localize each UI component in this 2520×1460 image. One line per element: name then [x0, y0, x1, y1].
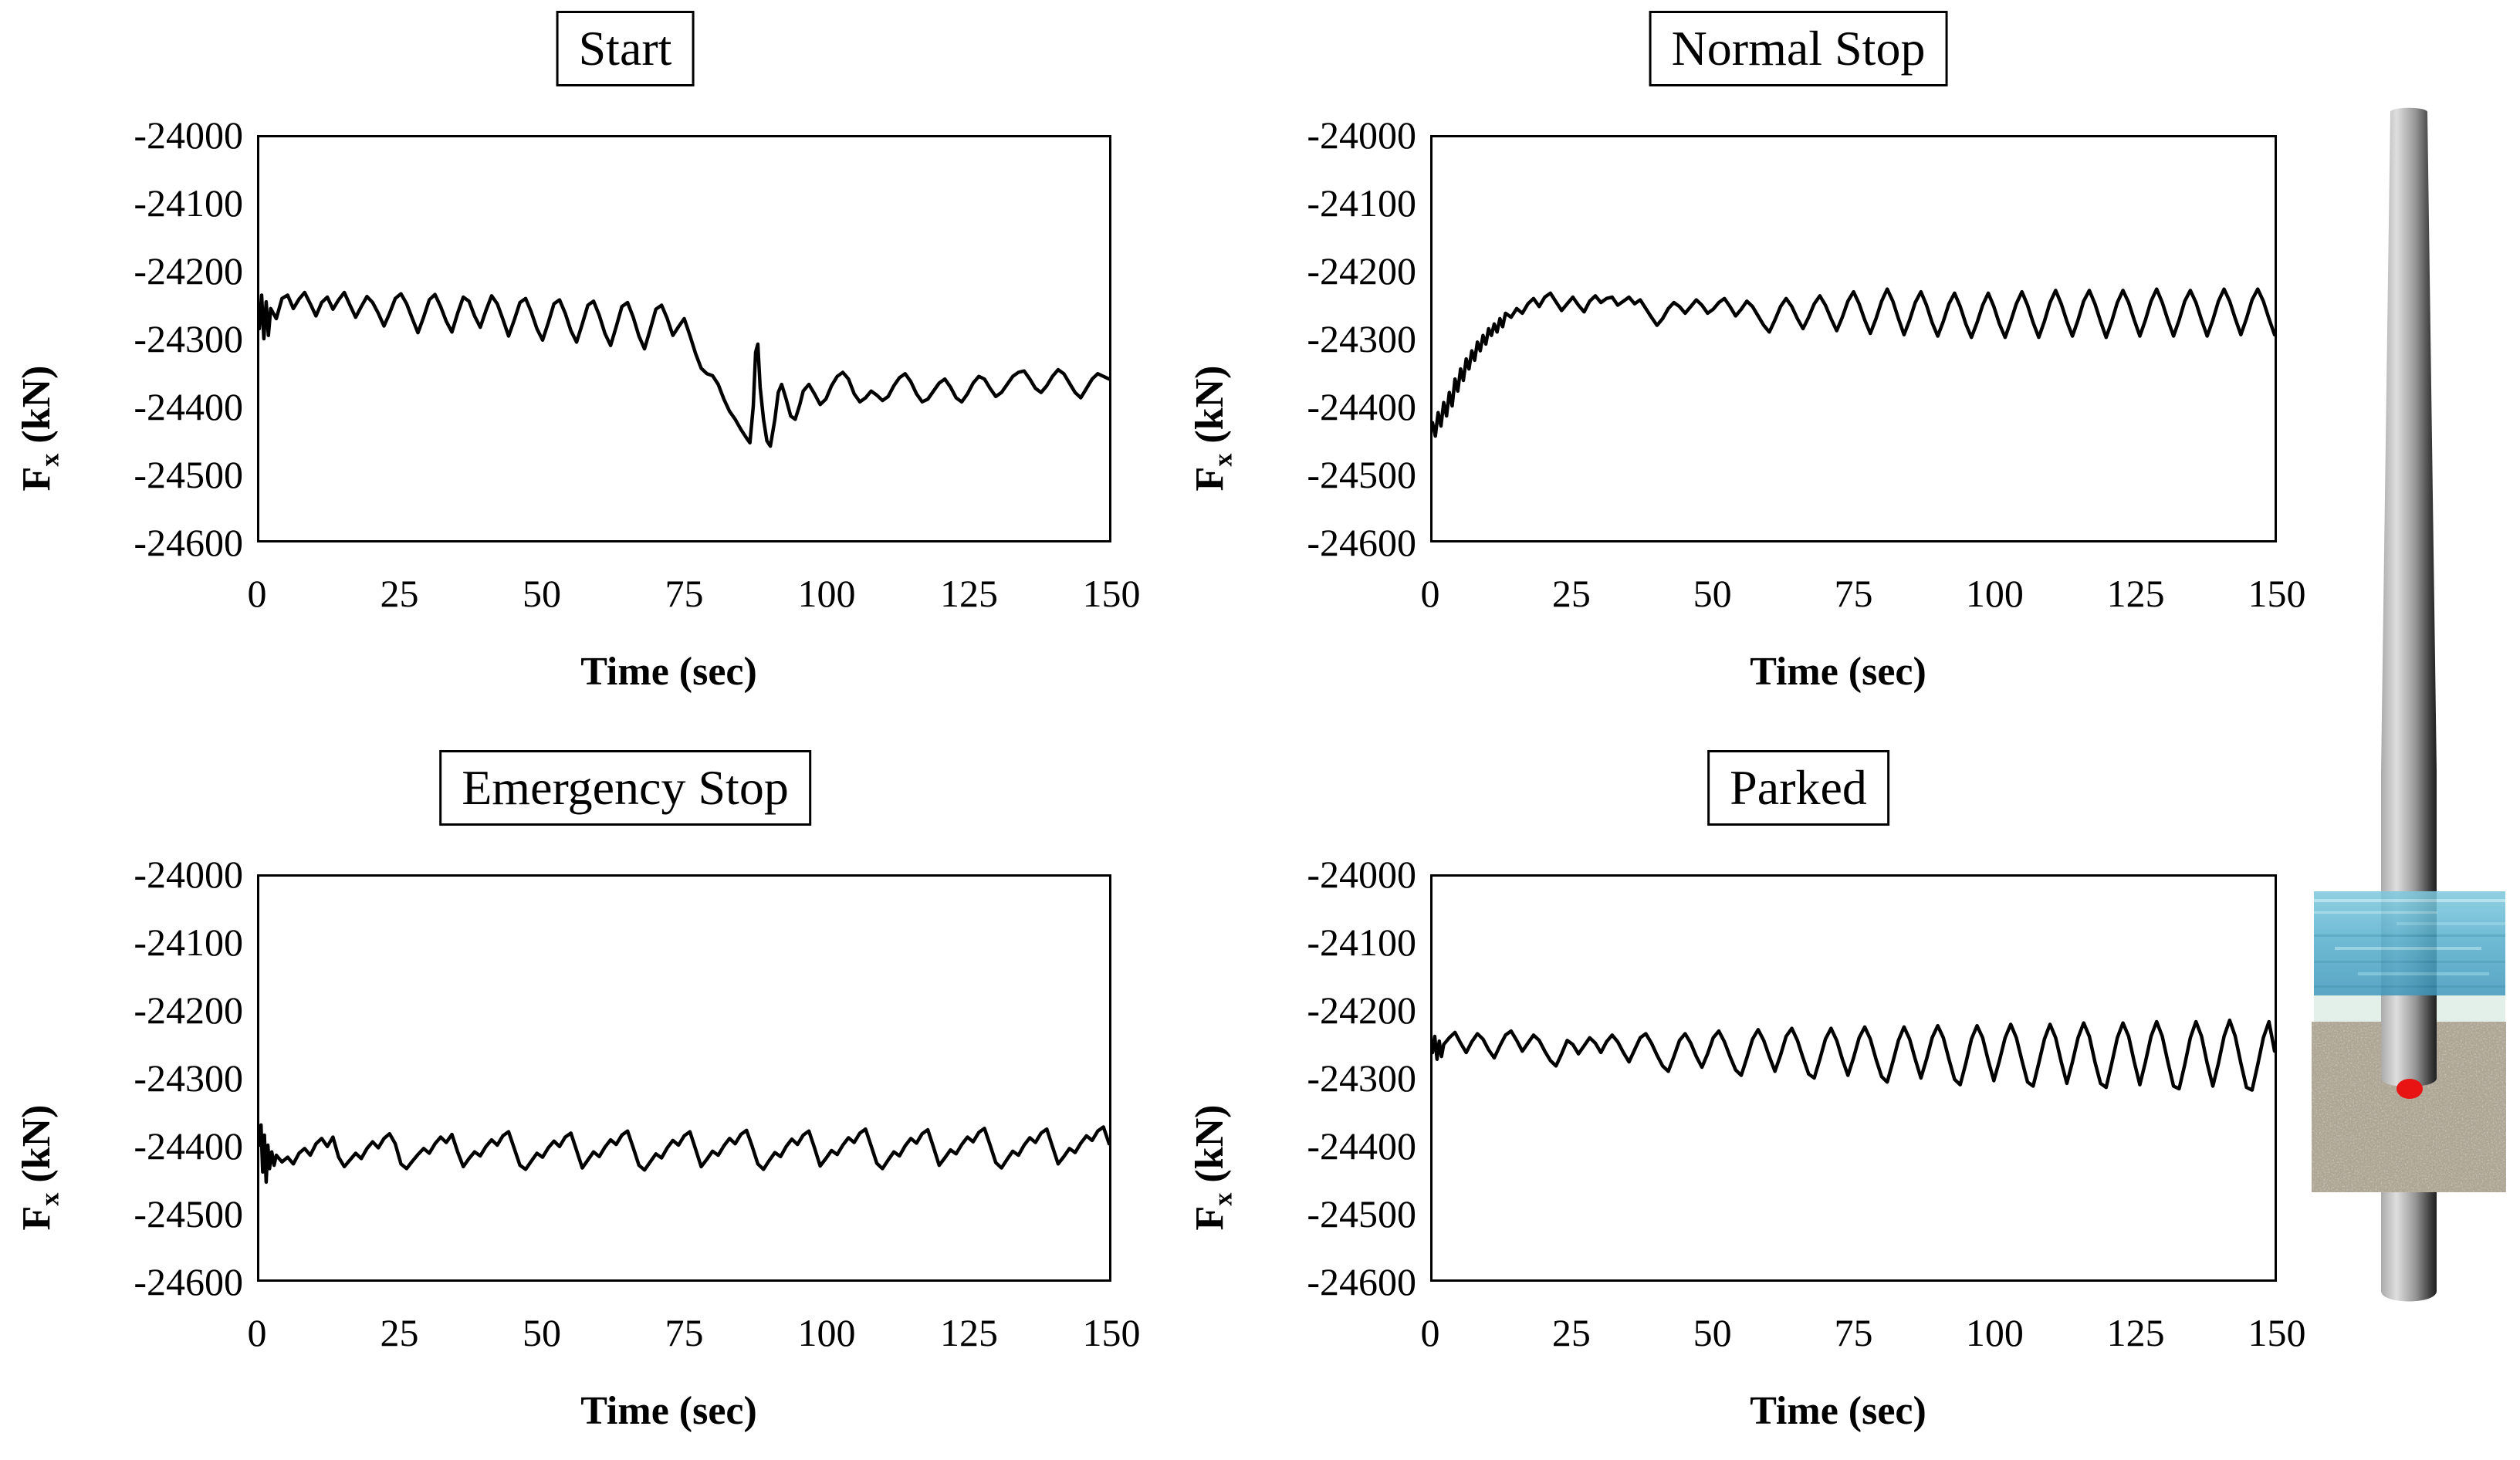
fx-curve: [259, 290, 1109, 448]
x-tick-label: 0: [247, 572, 267, 615]
chart-title: Start: [578, 21, 672, 76]
fx-curve-svg: [259, 290, 1109, 448]
y-tick-label: -24200: [1307, 249, 1416, 292]
x-tick-label: 75: [1834, 572, 1873, 615]
x-tick-label: 0: [1420, 1311, 1440, 1354]
y-tick-label: -24300: [134, 1056, 243, 1100]
y-tick-label: -24300: [1307, 317, 1416, 360]
chart-title: Parked: [1730, 760, 1867, 815]
x-tick-label: 50: [1693, 1311, 1732, 1354]
x-tick-label: 125: [2106, 1311, 2165, 1354]
monopile-illustration: [2288, 73, 2520, 1393]
chart-title-box: Emergency Stop: [439, 750, 811, 826]
pile-below-soil: [2381, 1192, 2437, 1302]
x-tick-label: 100: [1965, 1311, 2024, 1354]
x-tick-label: 0: [1420, 572, 1440, 615]
x-tick-label: 125: [940, 572, 998, 615]
x-tick-label: 50: [523, 1311, 561, 1354]
fx-curve-svg: [259, 1123, 1109, 1185]
x-tick-label: 125: [940, 1311, 998, 1354]
y-tick-label: -24600: [134, 521, 243, 564]
y-tick-label: -24100: [134, 921, 243, 964]
y-tick-label: -24500: [1307, 453, 1416, 496]
y-axis-title: Fx (kN): [15, 1104, 65, 1231]
chart-title: Emergency Stop: [462, 760, 789, 815]
fx-curve: [259, 1123, 1109, 1185]
x-axis-title: Time (sec): [580, 650, 757, 694]
y-tick-label: -24300: [134, 317, 243, 360]
y-tick-label: -24200: [1307, 989, 1416, 1032]
y-tick-label: -24200: [134, 249, 243, 292]
plot-area: [1430, 135, 2277, 542]
y-tick-label: -24000: [1307, 113, 1416, 157]
y-tick-label: -24200: [134, 989, 243, 1032]
y-tick-label: -24400: [1307, 385, 1416, 428]
y-axis-title: Fx (kN): [1188, 1104, 1238, 1231]
y-tick-label: -24100: [134, 181, 243, 225]
y-tick-label: -24600: [134, 1260, 243, 1303]
fx-curve: [1433, 1018, 2275, 1092]
x-tick-label: 100: [797, 1311, 856, 1354]
y-tick-label: -24500: [1307, 1192, 1416, 1235]
y-tick-label: -24000: [134, 853, 243, 896]
x-tick-label: 150: [2248, 1311, 2306, 1354]
chart-title-box: Start: [556, 11, 695, 86]
plot-area: [1430, 874, 2277, 1282]
x-tick-label: 25: [380, 1311, 419, 1354]
x-tick-label: 25: [1551, 1311, 1591, 1354]
fx-curve-svg: [1433, 287, 2275, 438]
y-tick-label: -24400: [134, 385, 243, 428]
y-tick-label: -24400: [134, 1124, 243, 1168]
x-tick-label: 0: [247, 1311, 267, 1354]
x-tick-label: 50: [1693, 572, 1732, 615]
water-band: [2314, 891, 2505, 995]
fx-curve: [1433, 287, 2275, 438]
y-tick-label: -24600: [1307, 521, 1416, 564]
x-tick-label: 75: [665, 1311, 704, 1354]
x-tick-label: 100: [797, 572, 856, 615]
plot-area: [257, 874, 1111, 1282]
x-tick-label: 150: [1082, 572, 1141, 615]
x-tick-label: 100: [1965, 572, 2024, 615]
x-tick-label: 125: [2106, 572, 2165, 615]
x-tick-label: 50: [523, 572, 561, 615]
x-tick-label: 75: [665, 572, 704, 615]
monopile-illustration-svg: [2312, 107, 2506, 1302]
tower: [2381, 107, 2437, 1087]
y-tick-label: -24000: [1307, 853, 1416, 896]
y-tick-label: -24500: [134, 1192, 243, 1235]
x-tick-label: 150: [2248, 572, 2306, 615]
x-tick-label: 75: [1834, 1311, 1873, 1354]
plot-area: [257, 135, 1111, 542]
y-tick-label: -24100: [1307, 181, 1416, 225]
x-tick-label: 150: [1082, 1311, 1141, 1354]
x-axis-title: Time (sec): [1750, 650, 1926, 694]
x-tick-label: 25: [1551, 572, 1591, 615]
y-tick-label: -24400: [1307, 1124, 1416, 1168]
chart-title-box: Parked: [1707, 750, 1889, 826]
y-tick-label: -24600: [1307, 1260, 1416, 1303]
x-tick-label: 25: [380, 572, 419, 615]
x-axis-title: Time (sec): [1750, 1389, 1926, 1433]
x-axis-title: Time (sec): [580, 1389, 757, 1433]
y-tick-label: -24500: [134, 453, 243, 496]
fx-curve-svg: [1433, 1018, 2275, 1092]
y-tick-label: -24000: [134, 113, 243, 157]
chart-title: Normal Stop: [1671, 21, 1926, 76]
y-tick-label: -24300: [1307, 1056, 1416, 1100]
mudline-marker-dot: [2397, 1079, 2423, 1099]
y-tick-label: -24100: [1307, 921, 1416, 964]
y-axis-title: Fx (kN): [1188, 365, 1238, 492]
y-axis-title: Fx (kN): [15, 365, 65, 492]
chart-title-box: Normal Stop: [1649, 11, 1948, 86]
